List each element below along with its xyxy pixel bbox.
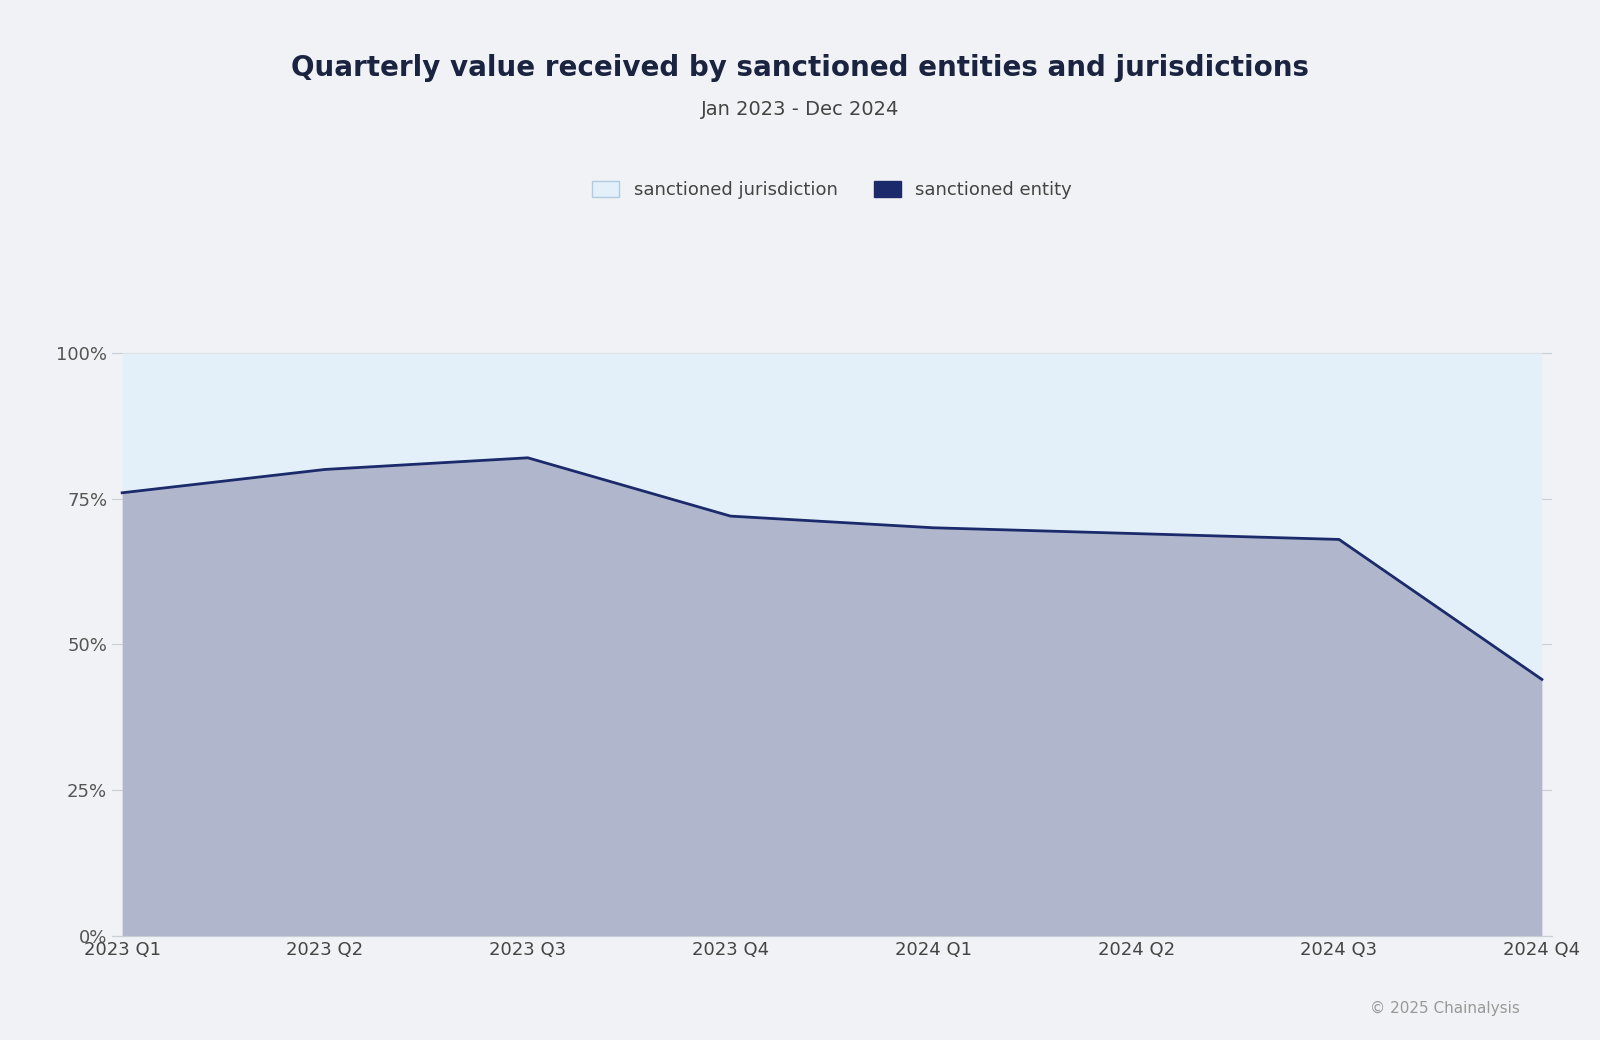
- Text: Quarterly value received by sanctioned entities and jurisdictions: Quarterly value received by sanctioned e…: [291, 54, 1309, 81]
- Text: Jan 2023 - Dec 2024: Jan 2023 - Dec 2024: [701, 100, 899, 119]
- Text: © 2025 Chainalysis: © 2025 Chainalysis: [1370, 1002, 1520, 1016]
- Legend: sanctioned jurisdiction, sanctioned entity: sanctioned jurisdiction, sanctioned enti…: [592, 181, 1072, 199]
